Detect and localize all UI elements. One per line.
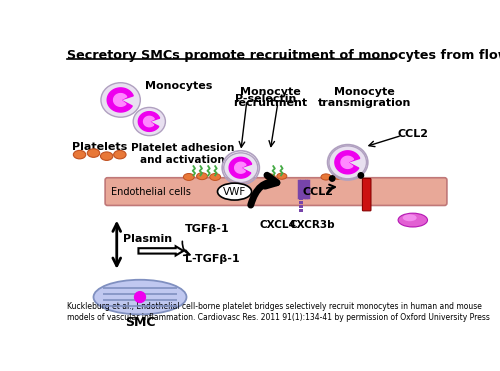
- Ellipse shape: [184, 174, 194, 180]
- FancyBboxPatch shape: [299, 205, 303, 208]
- FancyBboxPatch shape: [299, 197, 303, 200]
- Ellipse shape: [74, 150, 86, 159]
- Text: Platelets: Platelets: [72, 142, 127, 151]
- FancyBboxPatch shape: [105, 178, 447, 206]
- FancyBboxPatch shape: [299, 209, 303, 211]
- Text: Plasmin: Plasmin: [123, 234, 172, 243]
- Polygon shape: [234, 162, 246, 173]
- Text: TGFβ-1: TGFβ-1: [185, 224, 230, 234]
- Ellipse shape: [94, 280, 186, 314]
- Ellipse shape: [332, 173, 342, 179]
- Text: Platelet adhesion
and activation: Platelet adhesion and activation: [131, 143, 234, 165]
- Ellipse shape: [398, 213, 428, 227]
- Polygon shape: [335, 151, 359, 174]
- Text: SMC: SMC: [125, 316, 155, 329]
- Text: L-TGFβ-1: L-TGFβ-1: [185, 254, 240, 263]
- Circle shape: [358, 173, 364, 178]
- Text: CXCL4: CXCL4: [260, 220, 296, 230]
- Ellipse shape: [196, 173, 207, 180]
- Text: VWF: VWF: [223, 187, 246, 197]
- FancyBboxPatch shape: [362, 178, 371, 211]
- FancyBboxPatch shape: [299, 193, 303, 196]
- Polygon shape: [114, 93, 126, 106]
- Text: Endothelial cells: Endothelial cells: [110, 187, 190, 197]
- Circle shape: [330, 176, 335, 181]
- Polygon shape: [341, 156, 353, 168]
- Ellipse shape: [402, 214, 416, 221]
- Ellipse shape: [265, 174, 275, 180]
- Polygon shape: [229, 157, 252, 178]
- Ellipse shape: [329, 146, 366, 179]
- Ellipse shape: [133, 108, 166, 136]
- Text: CCL2: CCL2: [303, 187, 334, 197]
- Text: Monocyte
recruitment: Monocyte recruitment: [233, 87, 308, 108]
- Ellipse shape: [224, 153, 258, 183]
- FancyArrow shape: [138, 246, 184, 256]
- Ellipse shape: [88, 149, 100, 157]
- Text: CCL2: CCL2: [398, 129, 428, 139]
- Polygon shape: [144, 116, 154, 127]
- Ellipse shape: [277, 173, 287, 179]
- Text: Kuckleburg et al., Endothelial cell-borne platelet bridges selectively recruit m: Kuckleburg et al., Endothelial cell-born…: [67, 302, 490, 322]
- Text: P-selectin: P-selectin: [234, 94, 296, 104]
- Polygon shape: [107, 88, 133, 112]
- Text: Monocyte
transmigration: Monocyte transmigration: [318, 87, 412, 108]
- Polygon shape: [138, 112, 160, 131]
- Text: Monocytes: Monocytes: [146, 82, 213, 92]
- Text: Secretory SMCs promote recruitment of monocytes from flowing blood: Secretory SMCs promote recruitment of mo…: [67, 49, 500, 62]
- Circle shape: [134, 292, 145, 302]
- Ellipse shape: [321, 174, 331, 180]
- FancyBboxPatch shape: [299, 201, 303, 204]
- Ellipse shape: [210, 174, 220, 180]
- Ellipse shape: [100, 152, 113, 160]
- Ellipse shape: [101, 83, 140, 117]
- Ellipse shape: [218, 183, 252, 200]
- Ellipse shape: [114, 150, 126, 159]
- Text: CXCR3b: CXCR3b: [289, 220, 335, 230]
